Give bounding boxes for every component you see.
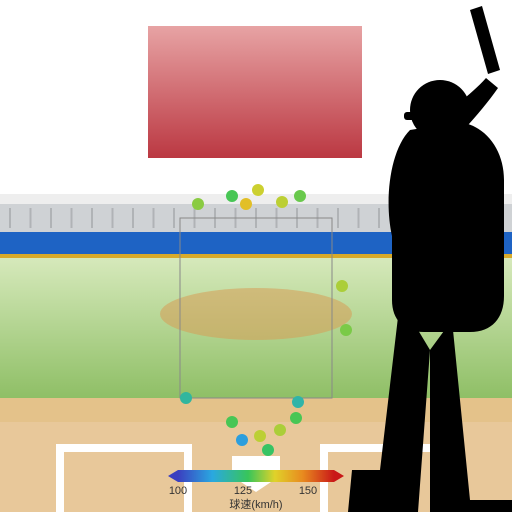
pitch-marker (240, 198, 252, 210)
colorbar-tick: 125 (234, 485, 252, 497)
pitch-marker (192, 198, 204, 210)
pitch-marker (290, 412, 302, 424)
pitch-marker (292, 396, 304, 408)
pitch-marker (262, 444, 274, 456)
pitch-marker (252, 184, 264, 196)
colorbar-label: 球速(km/h) (229, 497, 282, 511)
colorbar-tick: 150 (299, 485, 317, 497)
pitch-marker (276, 196, 288, 208)
pitchers-mound (160, 288, 352, 340)
pitch-marker (294, 190, 306, 202)
pitch-marker (336, 280, 348, 292)
colorbar-tick: 100 (169, 485, 187, 497)
pitch-marker (340, 324, 352, 336)
pitch-marker (180, 392, 192, 404)
pitch-location-chart: 100 125 150 球速(km/h) (0, 0, 512, 512)
scoreboard-screen (148, 26, 362, 158)
colorbar (178, 470, 334, 482)
chart-svg: 100 125 150 球速(km/h) (0, 0, 512, 512)
pitch-marker (236, 434, 248, 446)
pitch-marker (226, 190, 238, 202)
pitch-marker (254, 430, 266, 442)
pitch-marker (226, 416, 238, 428)
pitch-marker (274, 424, 286, 436)
